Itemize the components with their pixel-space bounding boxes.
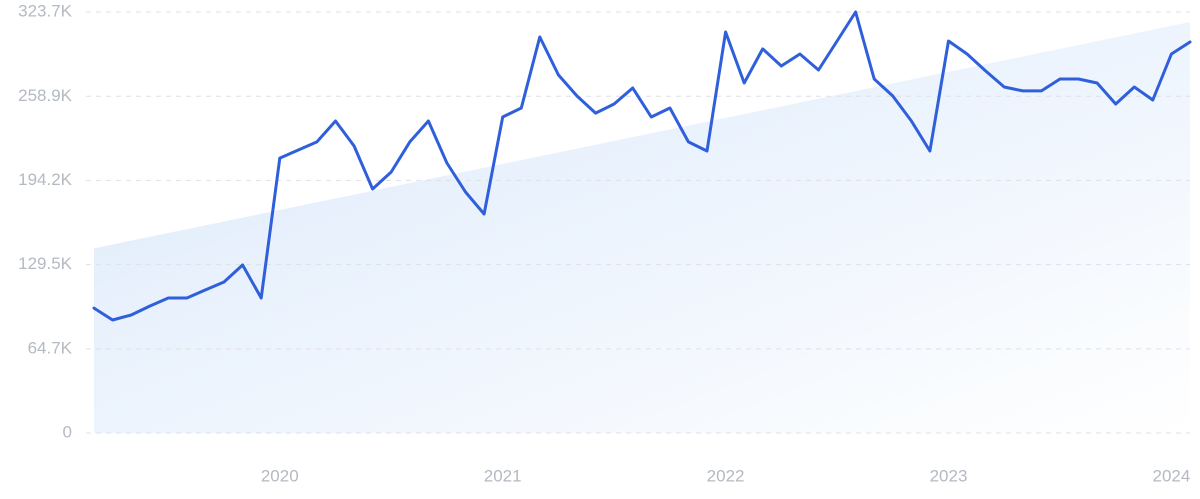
y-tick-label: 129.5K [18,254,73,273]
y-tick-label: 64.7K [28,338,73,357]
y-tick-label: 194.2K [18,170,73,189]
x-tick-label: 2024 [1153,466,1191,485]
y-tick-label: 0 [63,422,72,441]
x-tick-label: 2022 [707,466,745,485]
x-tick-label: 2023 [930,466,968,485]
y-tick-label: 258.9K [18,86,73,105]
x-tick-label: 2020 [261,466,299,485]
series-line [92,10,1192,322]
y-tick-label: 323.7K [18,1,73,20]
x-tick-label: 2021 [484,466,522,485]
trend-area [94,22,1190,433]
